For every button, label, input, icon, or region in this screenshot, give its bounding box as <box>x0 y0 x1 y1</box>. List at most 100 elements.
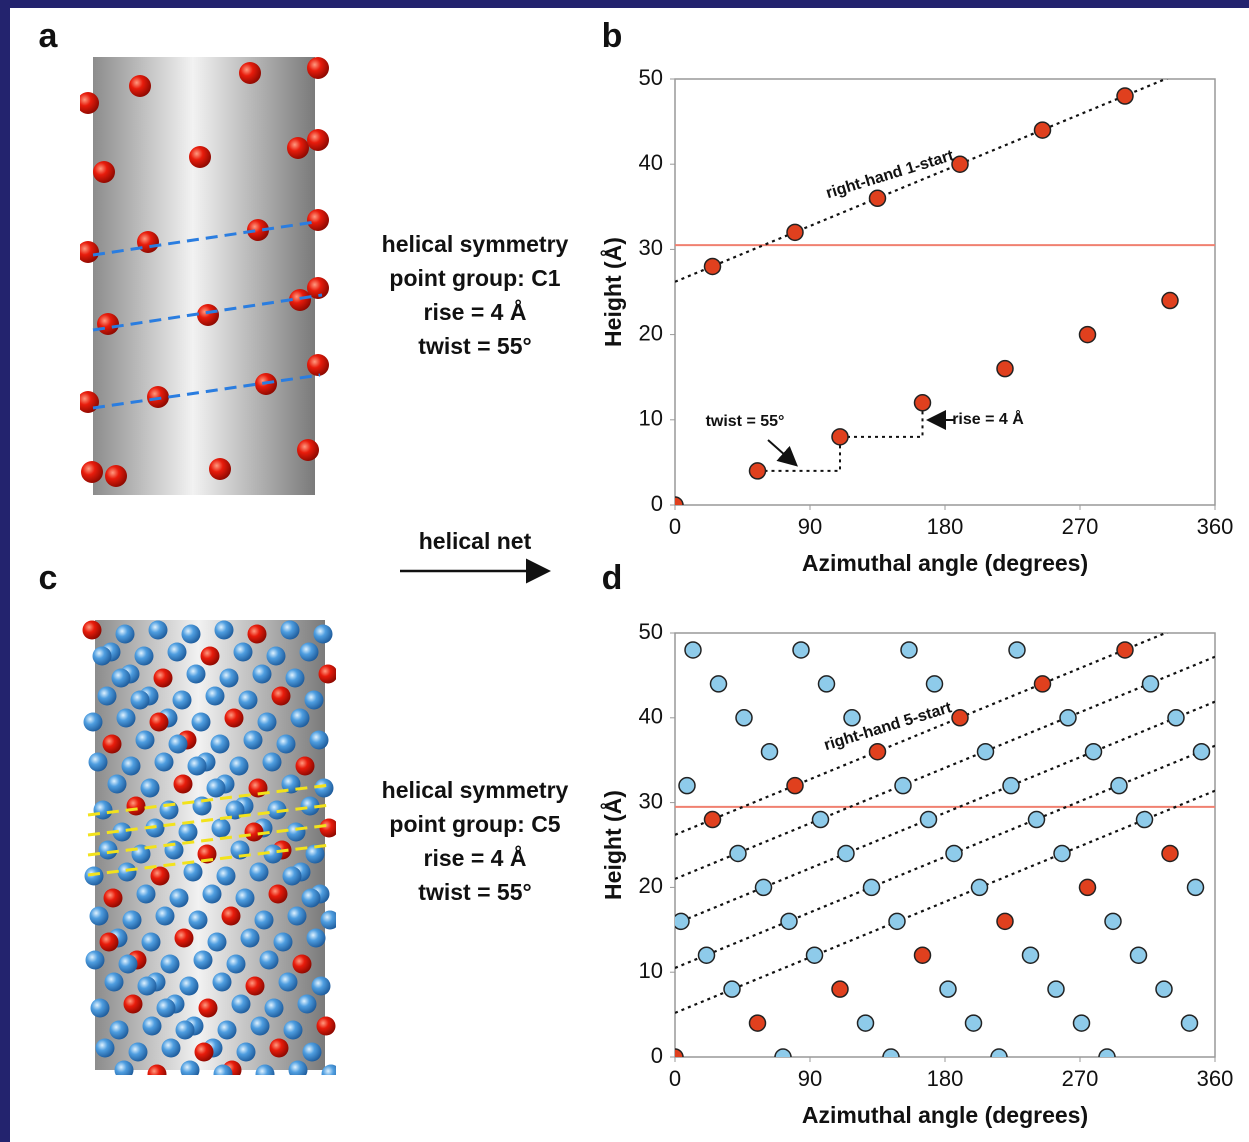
point <box>870 190 886 206</box>
point <box>1188 879 1204 895</box>
sphere <box>212 819 231 838</box>
sphere <box>135 647 154 666</box>
y-axis-label: Height (Å) <box>599 790 626 900</box>
x-tick-label: 270 <box>1062 514 1099 539</box>
sphere <box>161 955 180 974</box>
point <box>793 642 809 658</box>
sphere <box>227 955 246 974</box>
sphere <box>195 1043 214 1062</box>
helix-line <box>675 791 1215 1013</box>
point <box>978 744 994 760</box>
sphere <box>260 951 279 970</box>
sphere <box>77 241 99 263</box>
point <box>1080 327 1096 343</box>
sphere <box>184 863 203 882</box>
sphere <box>307 209 329 231</box>
sphere <box>211 735 230 754</box>
point <box>832 981 848 997</box>
sphere <box>209 458 231 480</box>
y-tick-label: 50 <box>639 619 663 644</box>
point <box>1156 981 1172 997</box>
sphere <box>312 977 331 996</box>
sphere <box>287 137 309 159</box>
sphere <box>77 92 99 114</box>
point <box>813 812 829 828</box>
arrow <box>768 440 795 464</box>
sphere <box>319 665 338 684</box>
sphere <box>320 819 339 838</box>
sphere <box>129 1043 148 1062</box>
point <box>952 156 968 172</box>
sphere <box>105 465 127 487</box>
y-tick-label: 20 <box>639 320 663 345</box>
sphere <box>154 669 173 688</box>
sphere <box>314 625 333 644</box>
sphere <box>246 977 265 996</box>
sphere <box>303 1043 322 1062</box>
sphere <box>225 709 244 728</box>
sphere <box>181 1061 200 1080</box>
y-tick-label: 20 <box>639 873 663 898</box>
sphere <box>119 955 138 974</box>
description: point group: C5 <box>389 811 560 837</box>
sphere <box>131 691 150 710</box>
x-tick-label: 0 <box>669 1066 681 1091</box>
page: a b c d helical symmetry point group: C1… <box>0 0 1249 1142</box>
sphere <box>251 1017 270 1036</box>
sphere <box>129 75 151 97</box>
panel-label: d <box>602 559 623 597</box>
sphere <box>157 999 176 1018</box>
point <box>787 778 803 794</box>
sphere <box>207 779 226 798</box>
sphere <box>230 757 249 776</box>
y-tick-label: 0 <box>651 491 663 516</box>
transition-label: helical net <box>419 528 532 554</box>
description: point group: C1 <box>389 265 560 291</box>
sphere <box>170 889 189 908</box>
sphere <box>206 687 225 706</box>
point <box>1048 981 1064 997</box>
x-axis-label: Azimuthal angle (degrees) <box>802 1102 1088 1128</box>
sphere <box>293 955 312 974</box>
sphere <box>89 753 108 772</box>
sphere <box>272 687 291 706</box>
sphere <box>91 999 110 1018</box>
point <box>1162 845 1178 861</box>
sphere <box>281 621 300 640</box>
sphere <box>220 669 239 688</box>
sphere <box>99 841 118 860</box>
y-tick-label: 50 <box>639 65 663 90</box>
sphere <box>192 713 211 732</box>
point <box>1086 744 1102 760</box>
x-tick-label: 360 <box>1197 1066 1234 1091</box>
sphere <box>255 911 274 930</box>
sphere <box>239 62 261 84</box>
sphere <box>279 973 298 992</box>
point <box>1194 744 1210 760</box>
point <box>1131 947 1147 963</box>
sphere <box>160 801 179 820</box>
sphere <box>188 757 207 776</box>
sphere <box>214 1065 233 1084</box>
sphere <box>310 731 329 750</box>
y-tick-label: 30 <box>639 788 663 813</box>
sphere <box>296 757 315 776</box>
plot-area <box>667 613 1215 1065</box>
sphere <box>123 911 142 930</box>
sphere <box>239 691 258 710</box>
sphere <box>287 823 306 842</box>
point <box>889 913 905 929</box>
sphere <box>105 973 124 992</box>
point <box>921 812 937 828</box>
plot-area <box>667 59 1215 513</box>
point <box>997 913 1013 929</box>
x-tick-label: 180 <box>927 1066 964 1091</box>
point <box>1023 947 1039 963</box>
sphere <box>248 625 267 644</box>
point <box>1168 710 1184 726</box>
point <box>750 1015 766 1031</box>
sphere <box>174 775 193 794</box>
point <box>1080 879 1096 895</box>
sphere <box>298 995 317 1014</box>
point <box>1162 293 1178 309</box>
